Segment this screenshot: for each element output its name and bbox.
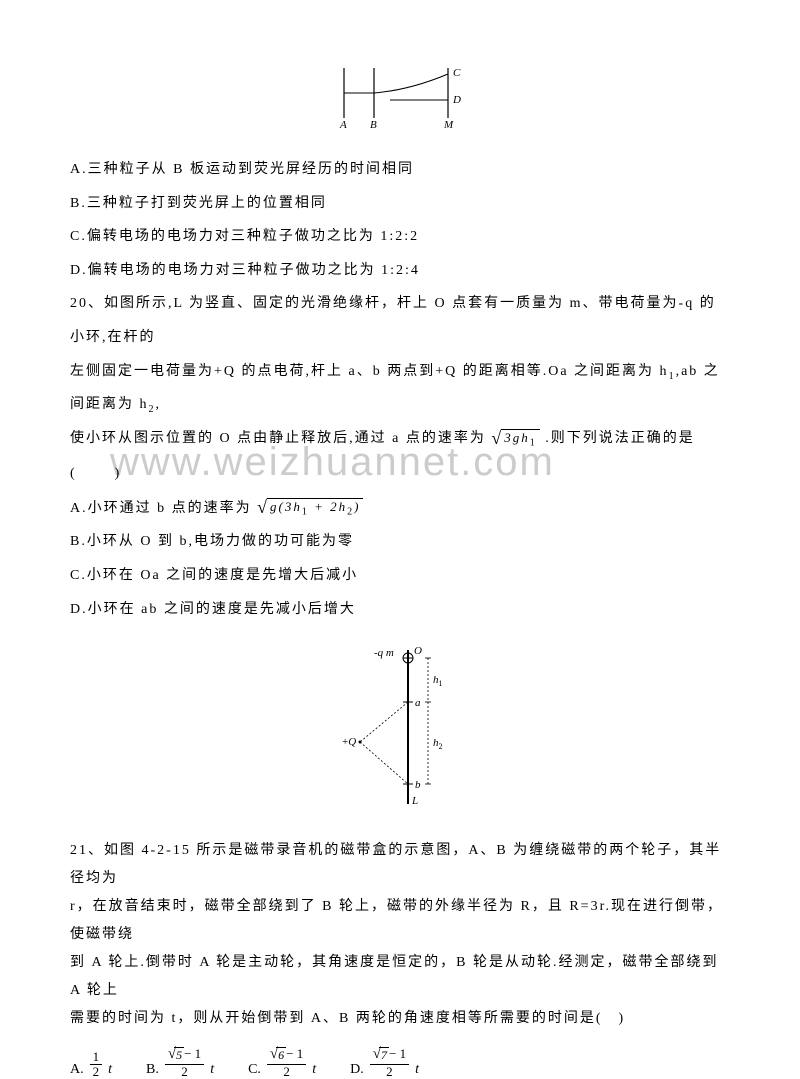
svg-text:h1: h1 [433, 674, 443, 688]
q20-paren: ( ) [70, 462, 730, 482]
figure-q19: A B M C D [70, 60, 730, 135]
svg-text:-q m: -q m [374, 647, 394, 659]
q19-option-b: B.三种粒子打到荧光屏上的位置相同 [70, 187, 730, 221]
q20-option-c: C.小环在 Oa 之间的速度是先增大后减小 [70, 559, 730, 593]
q20-option-b: B.小环从 O 到 b,电场力做的功可能为零 [70, 525, 730, 559]
ansD-surd: 7 [379, 1047, 389, 1064]
svg-text:L: L [411, 795, 418, 807]
q20-stem2a: 左侧固定一电荷量为+Q 的点电荷,杆上 a、b 两点到+Q 的距离相等.Oa 之… [70, 364, 669, 379]
svg-text:M: M [443, 119, 454, 130]
q19-option-a: A.三种粒子从 B 板运动到荧光屏经历的时间相同 [70, 153, 730, 187]
q20-option-d: D.小环在 ab 之间的速度是先减小后增大 [70, 593, 730, 627]
svg-text:h2: h2 [433, 737, 443, 751]
q21-stem-line4: 需要的时间为 t，则从开始倒带到 A、B 两轮的角速度相等所需要的时间是( ) [70, 1005, 730, 1033]
q21-option-c: C. √6− 1 2 t [248, 1047, 316, 1078]
sqrt-g3h1-2h2: √g(3h1 + 2h2) [257, 498, 363, 519]
sqrt-3gh1: √3gh1 [491, 429, 539, 450]
svg-text:A: A [339, 119, 347, 130]
ansC-den: 2 [280, 1065, 293, 1079]
ansC-minus: − 1 [286, 1046, 303, 1061]
svg-text:O: O [414, 645, 422, 657]
svg-text:+Q: +Q [342, 736, 356, 748]
q21-option-d: D. √7− 1 2 t [350, 1047, 419, 1078]
q20-optA-text: A.小环通过 b 点的速率为 [70, 501, 252, 516]
svg-text:D: D [452, 94, 461, 106]
q20-stem-line1: 20、如图所示,L 为竖直、固定的光滑绝缘杆，杆上 O 点套有一质量为 m、带电… [70, 287, 730, 354]
q19-option-c: C.偏转电场的电场力对三种粒子做功之比为 1:2:2 [70, 220, 730, 254]
q21-stem-line3: 到 A 轮上.倒带时 A 轮是主动轮，其角速度是恒定的，B 轮是从动轮.经测定，… [70, 949, 730, 1005]
ansA-num: 1 [90, 1050, 103, 1065]
ansB-den: 2 [178, 1065, 191, 1079]
q20-option-a: A.小环通过 b 点的速率为 √g(3h1 + 2h2) [70, 492, 730, 526]
svg-text:B: B [370, 119, 377, 130]
q21-option-b: B. √5− 1 2 t [146, 1047, 214, 1078]
q21-option-a: A. 1 2 t [70, 1050, 112, 1078]
svg-text:b: b [415, 779, 421, 791]
q20-stem-line3: 使小环从图示位置的 O 点由静止释放后,通过 a 点的速率为 √3gh1 .则下… [70, 422, 730, 456]
q21-answers: A. 1 2 t B. √5− 1 2 t C. √6− 1 2 t D. [70, 1047, 730, 1078]
q21-stem-line2: r，在放音结束时，磁带全部绕到了 B 轮上，磁带的外缘半径为 R，且 R=3r.… [70, 893, 730, 949]
ansC-surd: 6 [276, 1047, 286, 1064]
svg-text:C: C [453, 67, 461, 79]
q21-stem-line1: 21、如图 4-2-15 所示是磁带录音机的磁带盒的示意图，A、B 为缠绕磁带的… [70, 837, 730, 893]
q20-stem-line2: 左侧固定一电荷量为+Q 的点电荷,杆上 a、b 两点到+Q 的距离相等.Oa 之… [70, 355, 730, 423]
q20-stem3b: .则下列说法正确的是 [545, 431, 695, 446]
q19-option-d: D.偏转电场的电场力对三种粒子做功之比为 1:2:4 [70, 254, 730, 288]
ansB-surd: 5 [174, 1047, 184, 1064]
figure-q20: -q m O h1 a +Q h2 b L [70, 644, 730, 819]
q20-stem2c: , [156, 397, 162, 412]
q20-stem3a: 使小环从图示位置的 O 点由静止释放后,通过 a 点的速率为 [70, 431, 486, 446]
ansD-den: 2 [383, 1065, 396, 1079]
ansA-den: 2 [90, 1065, 103, 1079]
svg-text:a: a [415, 697, 421, 709]
ansD-minus: − 1 [389, 1046, 406, 1061]
ansB-minus: − 1 [184, 1046, 201, 1061]
